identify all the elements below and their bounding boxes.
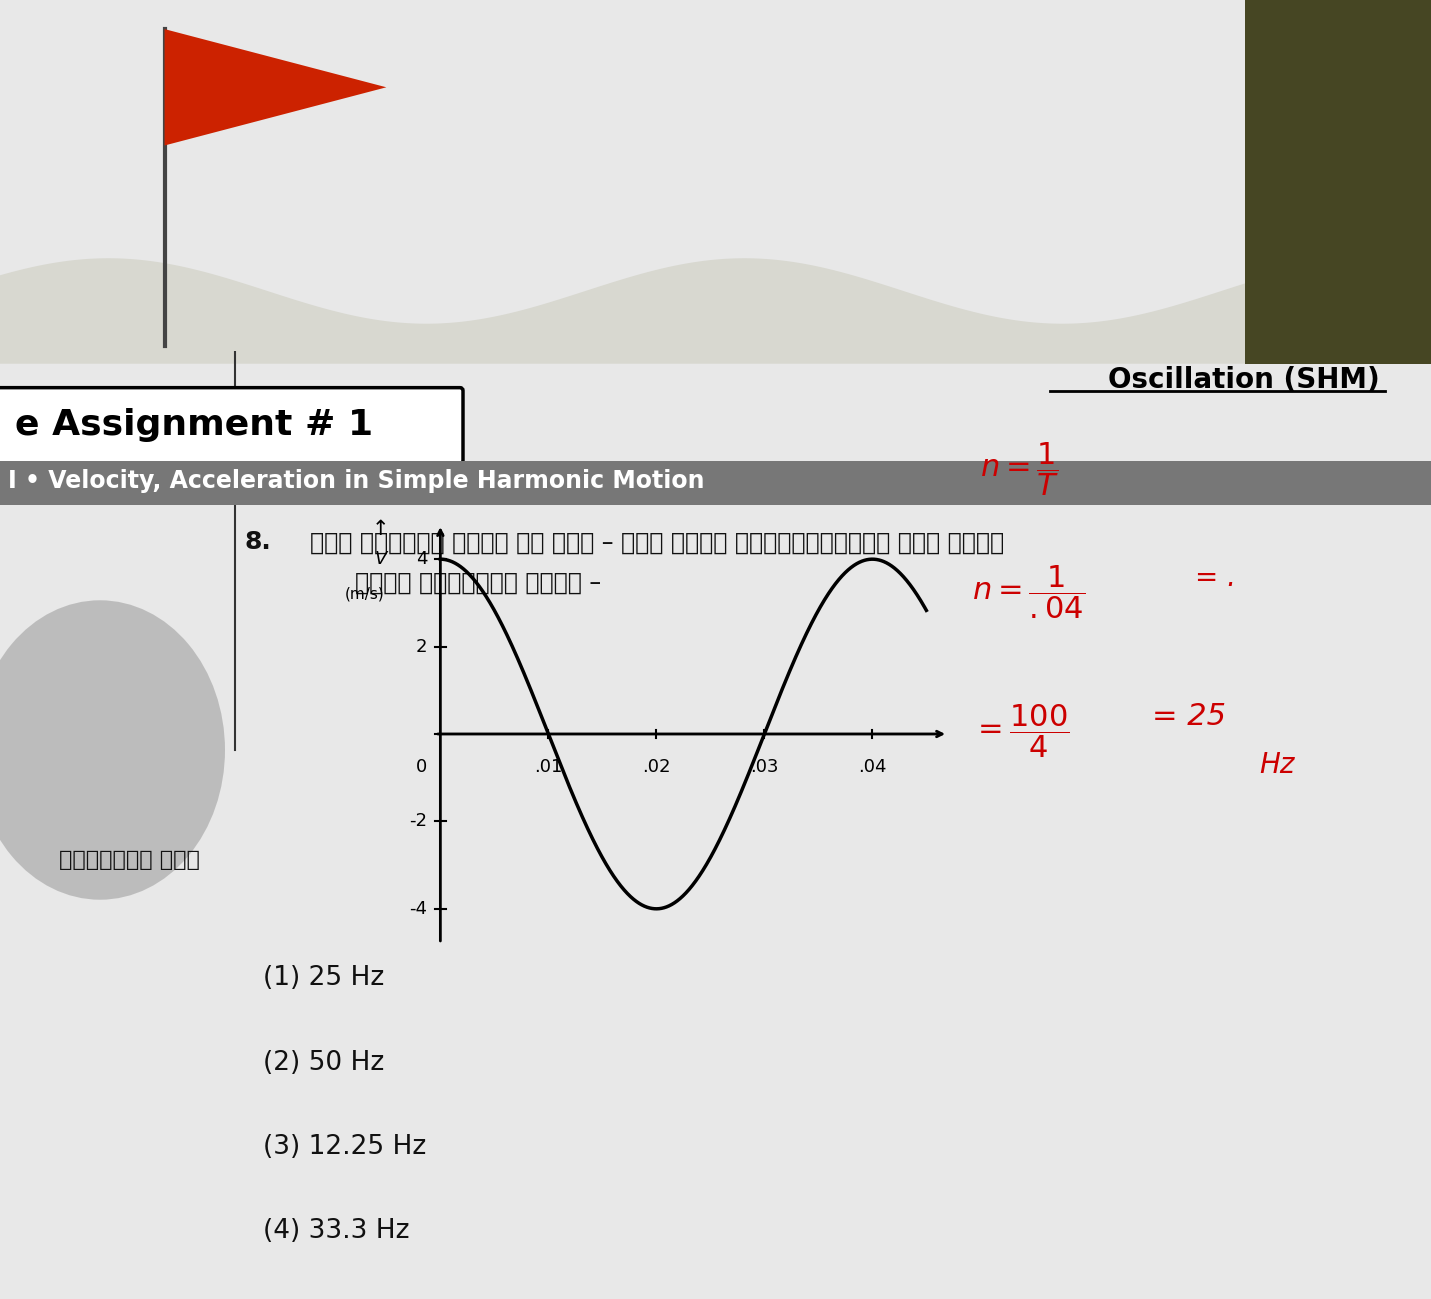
Text: V: V bbox=[375, 551, 388, 568]
Text: (m/s): (m/s) bbox=[345, 587, 385, 601]
Text: $= \dfrac{100}{4}$: $= \dfrac{100}{4}$ bbox=[972, 701, 1069, 760]
Text: .01: .01 bbox=[534, 759, 562, 776]
Text: e Assignment # 1: e Assignment # 1 bbox=[14, 408, 373, 442]
Text: दोलन आवृत्ति होगी –: दोलन आवृत्ति होगी – bbox=[355, 570, 601, 595]
Text: सरल आवर्ती दोलक का वेग – समय वक्र चित्रानुसार है। उसकी: सरल आवर्ती दोलक का वेग – समय वक्र चित्रा… bbox=[311, 530, 1005, 555]
Text: $n = \dfrac{1}{.04}$: $n = \dfrac{1}{.04}$ bbox=[972, 564, 1085, 621]
Text: (2) 50 Hz: (2) 50 Hz bbox=[263, 1050, 384, 1076]
Polygon shape bbox=[165, 29, 386, 145]
Text: (1) 25 Hz: (1) 25 Hz bbox=[263, 965, 384, 991]
Text: = 25: = 25 bbox=[1152, 701, 1226, 731]
Text: (3) 12.25 Hz: (3) 12.25 Hz bbox=[263, 1134, 426, 1160]
Text: निलिखित में: निलिखित में bbox=[59, 850, 200, 870]
Text: .02: .02 bbox=[643, 759, 671, 776]
Text: .04: .04 bbox=[859, 759, 887, 776]
Text: 2: 2 bbox=[416, 638, 428, 656]
Text: -4: -4 bbox=[409, 900, 428, 918]
Text: 8.: 8. bbox=[245, 530, 272, 555]
Text: क होता है–: क होता है– bbox=[92, 430, 210, 451]
Text: 4: 4 bbox=[416, 551, 428, 568]
Text: Oscillation (SHM): Oscillation (SHM) bbox=[1108, 366, 1379, 394]
Text: -2: -2 bbox=[409, 812, 428, 830]
Text: .03: .03 bbox=[750, 759, 778, 776]
Ellipse shape bbox=[0, 600, 225, 900]
Text: (4) 33.3 Hz: (4) 33.3 Hz bbox=[263, 1218, 409, 1244]
Bar bbox=[0, 461, 1431, 505]
Text: $n = \dfrac{1}{T}$: $n = \dfrac{1}{T}$ bbox=[980, 440, 1059, 498]
Text: = .: = . bbox=[1195, 564, 1236, 592]
Text: I • Velocity, Acceleration in Simple Harmonic Motion: I • Velocity, Acceleration in Simple Har… bbox=[9, 469, 704, 494]
Polygon shape bbox=[1245, 0, 1431, 364]
Text: 0: 0 bbox=[416, 759, 428, 776]
Text: ↑: ↑ bbox=[372, 518, 389, 539]
FancyBboxPatch shape bbox=[0, 387, 464, 464]
Text: Hz: Hz bbox=[1259, 751, 1295, 779]
Polygon shape bbox=[0, 259, 1245, 364]
